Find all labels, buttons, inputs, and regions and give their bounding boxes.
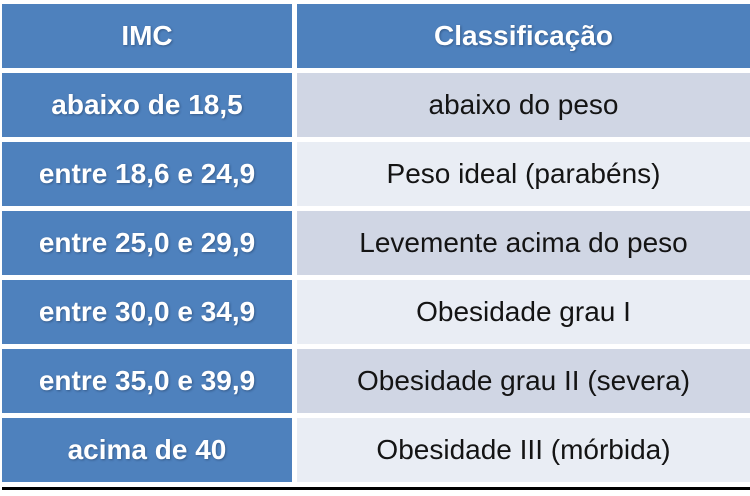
- table-bottom-border: [2, 487, 750, 490]
- classificacao-cell: Peso ideal (parabéns): [297, 142, 750, 206]
- classificacao-cell: Obesidade grau II (severa): [297, 349, 750, 413]
- imc-column-header: IMC: [2, 4, 292, 68]
- table-header-row: IMC Classificação: [2, 4, 750, 68]
- imc-cell: entre 18,6 e 24,9: [2, 142, 292, 206]
- classificacao-cell: Obesidade grau I: [297, 280, 750, 344]
- table-row: acima de 40 Obesidade III (mórbida): [2, 418, 750, 482]
- imc-cell: abaixo de 18,5: [2, 73, 292, 137]
- table-row: entre 18,6 e 24,9 Peso ideal (parabéns): [2, 142, 750, 206]
- classificacao-cell: Levemente acima do peso: [297, 211, 750, 275]
- classificacao-cell: abaixo do peso: [297, 73, 750, 137]
- classificacao-cell: Obesidade III (mórbida): [297, 418, 750, 482]
- table-row: entre 30,0 e 34,9 Obesidade grau I: [2, 280, 750, 344]
- table-row: entre 35,0 e 39,9 Obesidade grau II (sev…: [2, 349, 750, 413]
- imc-cell: entre 30,0 e 34,9: [2, 280, 292, 344]
- imc-cell: entre 35,0 e 39,9: [2, 349, 292, 413]
- classificacao-column-header: Classificação: [297, 4, 750, 68]
- table-row: entre 25,0 e 29,9 Levemente acima do pes…: [2, 211, 750, 275]
- table-row: abaixo de 18,5 abaixo do peso: [2, 73, 750, 137]
- bmi-classification-table: IMC Classificação abaixo de 18,5 abaixo …: [2, 4, 750, 490]
- imc-cell: entre 25,0 e 29,9: [2, 211, 292, 275]
- imc-cell: acima de 40: [2, 418, 292, 482]
